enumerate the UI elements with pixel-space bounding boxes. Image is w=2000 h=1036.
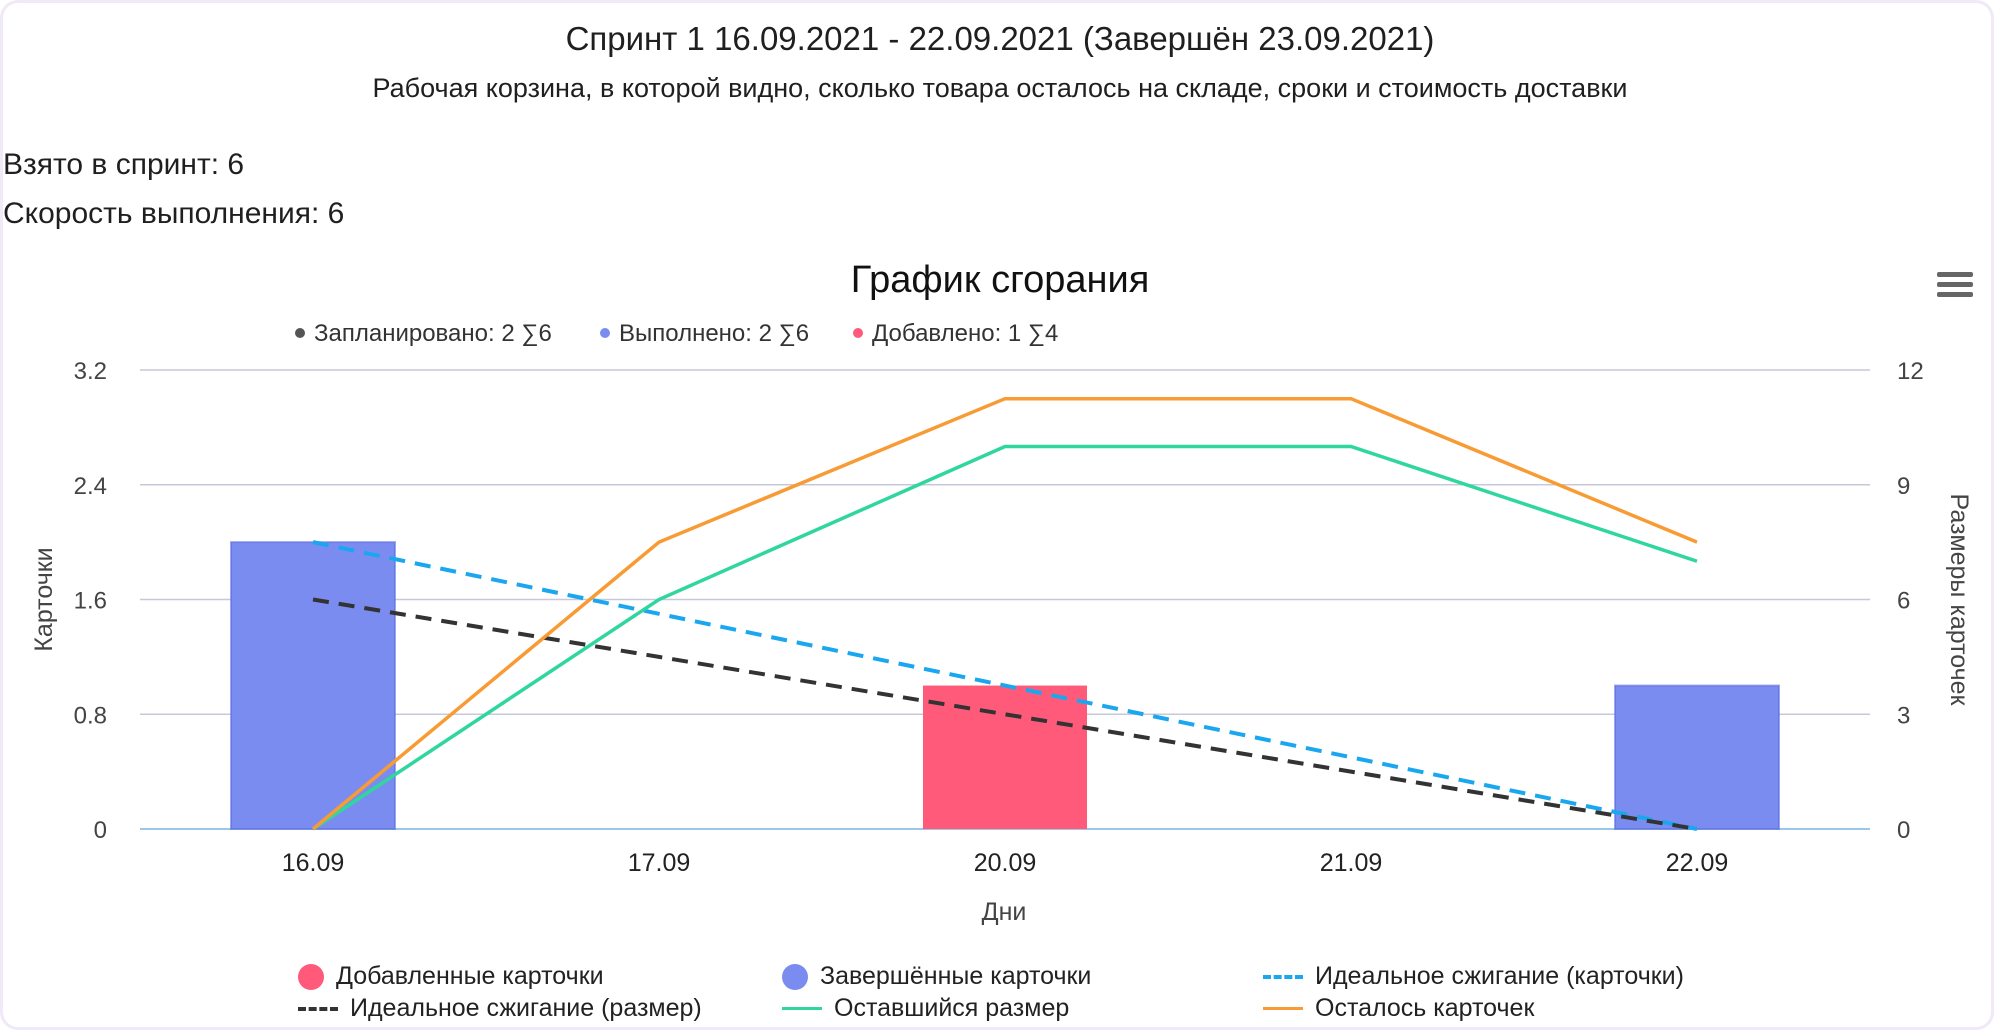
legend-label: Завершённые карточки: [820, 962, 1092, 990]
line-Осталось карточек: [311, 396, 1698, 831]
sprint-subtitle: Рабочая корзина, в которой видно, скольк…: [372, 73, 1628, 103]
legend-item[interactable]: Идеальное сжигание (размер): [298, 994, 702, 1023]
y-tick-label: 0: [94, 817, 107, 844]
legend-line-icon: [1263, 974, 1303, 979]
y-axis-title: Карточки: [30, 547, 58, 651]
sprint-title: Спринт 1 16.09.2021 - 22.09.2021 (Заверш…: [565, 20, 1435, 57]
legend-item[interactable]: Идеальное сжигание (карточки): [1263, 962, 1684, 991]
bar-Завершённые карточки: [1614, 684, 1780, 830]
y-right-tick-label: 0: [1897, 817, 1910, 844]
legend-dot-icon: [295, 328, 305, 338]
legend-label: Осталось карточек: [1315, 994, 1535, 1022]
bar-Добавленные карточки: [923, 685, 1087, 829]
hamburger-menu-icon[interactable]: [1937, 272, 1973, 302]
legend-dot-icon: [298, 963, 324, 990]
y-right-tick-label: 6: [1897, 588, 1910, 615]
y-tick-label: 2.4: [74, 473, 107, 500]
x-axis-title: Дни: [982, 898, 1027, 926]
x-tick-label: 22.09: [1666, 849, 1729, 877]
x-tick-label: 16.09: [282, 849, 345, 877]
line-Оставшийся размер: [312, 444, 1698, 831]
legend-label: Идеальное сжигание (размер): [350, 994, 702, 1022]
legend-item[interactable]: Добавленные карточки: [298, 962, 604, 991]
legend-label: Добавленные карточки: [336, 962, 604, 990]
legend-label: Идеальное сжигание (карточки): [1315, 962, 1684, 990]
y-tick-label: 3.2: [74, 358, 107, 385]
top-legend-item: Запланировано: 2 ∑6: [314, 320, 552, 347]
x-tick-label: 17.09: [628, 849, 691, 877]
legend-dot-icon: [782, 963, 808, 990]
y-right-tick-label: 9: [1897, 473, 1910, 500]
legend-item[interactable]: Осталось карточек: [1263, 994, 1534, 1023]
legend-line-icon: [298, 1006, 338, 1011]
line-Идеальное сжигание (карточки): [312, 540, 1698, 831]
legend-item[interactable]: Оставшийся размер: [782, 994, 1069, 1023]
legend-dot-icon: [853, 328, 863, 338]
top-legend-item: Выполнено: 2 ∑6: [619, 320, 809, 347]
legend-line-icon: [782, 1007, 822, 1010]
legend-label: Оставшийся размер: [834, 994, 1070, 1022]
legend-dot-icon: [600, 328, 610, 338]
legend-item[interactable]: Завершённые карточки: [782, 962, 1091, 991]
velocity: Скорость выполнения: 6: [3, 197, 345, 230]
y-tick-label: 1.6: [74, 588, 107, 615]
top-legend-item: Добавлено: 1 ∑4: [872, 320, 1058, 347]
y-right-tick-label: 3: [1897, 702, 1910, 729]
x-tick-label: 21.09: [1320, 849, 1383, 877]
y-right-axis-title: Размеры карточек: [1945, 494, 1973, 707]
y-tick-label: 0.8: [74, 702, 107, 729]
chart-title: График сгорания: [851, 259, 1150, 301]
y-right-tick-label: 12: [1897, 358, 1924, 385]
bar-Завершённые карточки: [230, 541, 396, 830]
taken-in-sprint: Взято в спринт: 6: [3, 148, 245, 181]
legend-line-icon: [1263, 1007, 1303, 1010]
x-tick-label: 20.09: [974, 849, 1037, 877]
